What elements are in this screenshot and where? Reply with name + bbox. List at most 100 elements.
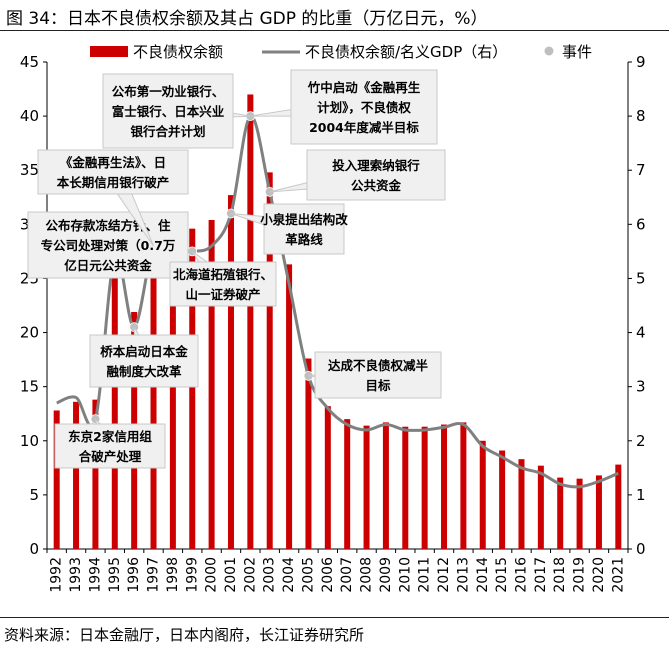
bar-2005 (305, 358, 312, 549)
bar-2019 (576, 478, 583, 549)
callout-line: 银行合并计划 (130, 124, 205, 139)
bar-2006 (324, 406, 331, 549)
bar-2018 (557, 477, 564, 549)
callout-line: 桥本启动日本金 (100, 344, 188, 359)
callout-text: 竹中启动《金融再生计划》，不良债权 2004年度减半目标 (307, 80, 421, 135)
bar-1997 (150, 245, 157, 549)
callout-line: 亿日元公共资金 (64, 258, 152, 273)
callout-line: 2004年度减半目标 (309, 120, 419, 135)
event-annotations: 东京2家信用组合破产处理 公布存款冻结方针、住专公司处理对策（0.7万亿日元公共资… (27, 69, 446, 469)
legend-swatch-event (544, 46, 554, 56)
x-tick-label: 2007 (339, 557, 355, 593)
callout-box (27, 211, 189, 279)
x-tick-label: 2011 (417, 557, 433, 593)
x-tick-label: 2021 (610, 557, 626, 593)
x-tick-label: 2017 (533, 557, 549, 593)
chart: 0510152025303540450123456789199219931994… (20, 43, 646, 593)
bar-1999 (189, 228, 196, 549)
bar-2008 (363, 425, 370, 549)
callout-line: 专公司处理对策（0.7万 (41, 238, 176, 253)
bar-2021 (615, 464, 622, 549)
bar-2001 (227, 195, 234, 549)
right-tick-label: 5 (636, 269, 646, 287)
x-tick-label: 2010 (397, 557, 413, 593)
x-tick-label: 2004 (281, 557, 297, 593)
legend-swatch-bar (90, 46, 128, 57)
callout-box (169, 261, 277, 307)
bar-2012 (441, 424, 448, 549)
bar-1992 (53, 410, 60, 549)
bar-2004 (286, 264, 293, 549)
callout-line: 公布第一劝业银行、 (112, 84, 225, 99)
event-callout: 竹中启动《金融再生计划》，不良债权 2004年度减半目标 (250, 69, 438, 145)
bottom-rule (0, 617, 669, 618)
callout-text: 公布第一劝业银行、富士银行、日本兴业银行合并计划 (112, 84, 225, 139)
bar-2002 (247, 94, 254, 549)
callout-box (314, 351, 442, 399)
x-tick-label: 2013 (455, 557, 471, 593)
callout-text: 小泉提出结构改革路线 (259, 212, 348, 247)
right-tick-label: 7 (636, 161, 646, 179)
callout-line: 小泉提出结构改 (259, 212, 348, 227)
top-rule (0, 30, 669, 31)
x-tick-label: 1997 (146, 557, 162, 593)
x-tick-label: 2016 (513, 557, 529, 593)
bar-2010 (402, 426, 409, 549)
callout-line: 本长期信用银行破产 (57, 175, 170, 190)
x-tick-label: 2012 (436, 557, 452, 593)
right-tick-label: 1 (636, 486, 646, 504)
callout-line: 东京2家信用组 (68, 429, 152, 444)
callout-text: 东京2家信用组合破产处理 (68, 429, 152, 464)
event-callout: 小泉提出结构改革路线 (230, 203, 348, 255)
x-tick-label: 1992 (49, 557, 65, 593)
source-note: 资料来源：日本金融厅，日本内阁府，长江证券研究所 (4, 626, 365, 644)
callout-box (306, 149, 446, 201)
callout-text: 《金融再生法》、日本长期信用银行破产 (57, 155, 170, 190)
event-callout: 《金融再生法》、日本长期信用银行破产 (37, 149, 189, 247)
right-tick-label: 3 (636, 378, 646, 396)
x-tick-label: 1994 (87, 557, 103, 593)
right-tick-label: 2 (636, 432, 646, 450)
callout-box (263, 203, 345, 255)
bar-2013 (460, 422, 467, 549)
x-tick-label: 2005 (300, 557, 316, 593)
event-callout: 桥本启动日本金融制度大改革 (89, 326, 199, 388)
event-callout: 达成不良债权减半目标 (308, 351, 442, 399)
bar-1995 (111, 240, 118, 550)
callout-box (290, 69, 438, 145)
bar-2016 (518, 459, 525, 549)
callout-line: 革路线 (285, 232, 323, 247)
x-tick-label: 2014 (475, 557, 491, 593)
legend-label-line: 不良债权余额/名义GDP（右） (305, 43, 507, 61)
callout-text: 投入理索纳银行公共资金 (332, 158, 420, 193)
x-tick-label: 2019 (572, 557, 588, 593)
x-tick-label: 1993 (68, 557, 84, 593)
bar-1998 (169, 226, 176, 549)
callout-line: 达成不良债权减半 (328, 358, 429, 373)
bar-2000 (208, 220, 215, 549)
left-tick-label: 45 (20, 53, 39, 71)
callout-line: 公共资金 (351, 178, 402, 193)
event-callout: 公布存款冻结方针、住专公司处理对策（0.7万亿日元公共资金 (27, 211, 189, 279)
left-tick-label: 0 (29, 540, 39, 558)
callout-box (54, 423, 166, 469)
left-tick-label: 40 (20, 107, 39, 125)
legend: 不良债权余额 不良债权余额/名义GDP（右） 事件 (90, 43, 592, 61)
bar-2007 (344, 419, 351, 549)
callout-text: 达成不良债权减半目标 (328, 358, 429, 393)
event-callout: 公布第一劝业银行、富士银行、日本兴业银行合并计划 (102, 73, 251, 149)
bar-2020 (595, 475, 602, 549)
callout-line: 富士银行、日本兴业 (112, 104, 225, 119)
callout-line: 竹中启动《金融再生 (307, 80, 421, 95)
callout-line: 合破产处理 (79, 449, 142, 464)
callout-box (102, 73, 234, 149)
callout-line: 目标 (365, 378, 391, 393)
x-tick-label: 1995 (107, 557, 123, 593)
right-tick-label: 6 (636, 215, 646, 233)
x-tick-label: 2003 (262, 557, 278, 593)
right-tick-label: 9 (636, 53, 646, 71)
callout-line: 《金融再生法》、日 (60, 155, 166, 170)
x-tick-label: 2020 (591, 557, 607, 593)
event-callout: 北海道拓殖银行、山一证券破产 (169, 250, 277, 307)
left-tick-label: 5 (29, 486, 39, 504)
